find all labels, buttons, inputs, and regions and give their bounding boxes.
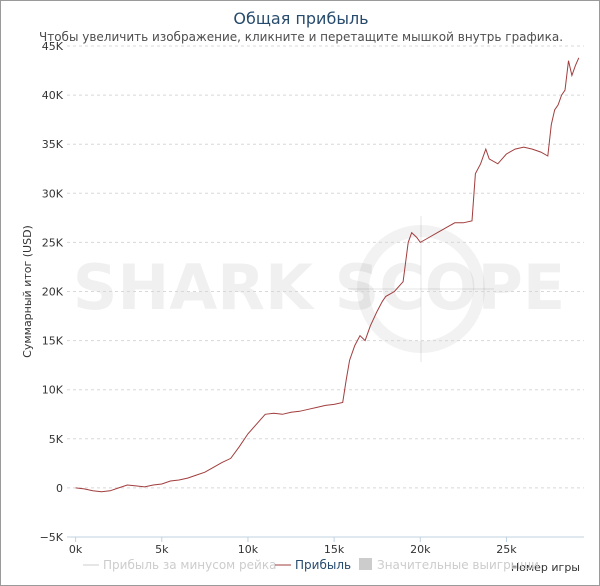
x-tick-label: 20k [410,543,431,556]
x-tick-label: 10k [238,543,259,556]
y-tick-label: 0 [56,482,63,495]
y-axis-label: Суммарный итог (USD) [21,225,34,358]
series-line-profit [75,57,580,493]
x-axis-label: Номер игры [511,561,580,574]
x-axis-ticks: 0k 5k 10k 15k 20k 25k [69,537,517,556]
legend-symbol-big-wins [359,558,372,570]
x-tick-label: 0k [69,543,83,556]
y-tick-label: 35K [42,138,64,151]
y-tick-label: −5K [40,531,64,544]
y-tick-label: 20K [42,286,64,299]
y-tick-label: 40K [42,89,64,102]
legend-item-profit[interactable]: Прибыль [275,558,351,572]
y-tick-label: 15K [42,335,64,348]
y-tick-label: 5K [49,433,64,446]
x-tick-label: 5k [155,543,169,556]
legend-label-rake: Прибыль за минусом рейка [103,558,276,572]
y-tick-label: 25K [42,236,64,249]
watermark-scope-icon [357,225,485,353]
chart-subtitle: Чтобы увеличить изображение, кликните и … [38,30,564,44]
y-tick-label: 30K [42,187,64,200]
y-tick-label: 45K [42,40,64,53]
watermark-text: SHARK SCOPE [73,251,566,324]
legend-label-big-wins: Значительные выигрыши [377,558,539,572]
legend-label-profit: Прибыль [295,558,351,572]
legend: Прибыль за минусом рейка Прибыль Значите… [83,558,539,572]
y-axis-ticks: −5K 0 5K 10K 15K 20K 25K 30K 35K 40K 45K [40,40,64,544]
y-tick-label: 10K [42,384,64,397]
chart-title: Общая прибыль [233,9,369,28]
legend-item-big-wins[interactable]: Значительные выигрыши [359,558,539,572]
watermark: SHARK SCOPE [73,216,566,362]
x-tick-label: 25k [496,543,517,556]
x-tick-label: 15k [324,543,345,556]
legend-item-rake[interactable]: Прибыль за минусом рейка [83,558,276,572]
